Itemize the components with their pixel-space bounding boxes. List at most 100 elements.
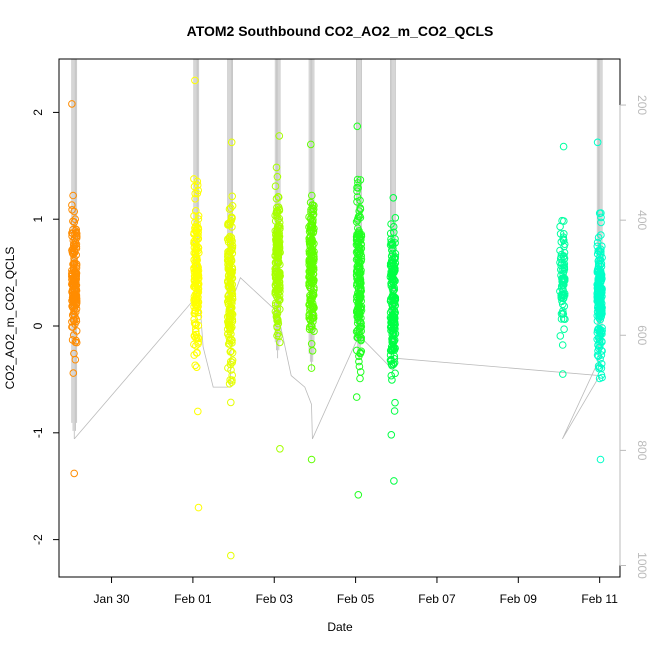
- data-point: [274, 289, 283, 298]
- data-point: [598, 338, 606, 346]
- data-point: [228, 356, 237, 365]
- x-tick-label: Feb 11: [581, 592, 618, 606]
- data-point: [68, 336, 77, 344]
- data-point: [272, 313, 281, 321]
- data-point: [308, 260, 317, 268]
- data-point: [192, 334, 201, 342]
- data-point: [306, 272, 314, 281]
- secondary-y-axis: 200 400 600 800 1000: [619, 95, 649, 579]
- data-points: [68, 76, 606, 560]
- data-point: [356, 262, 364, 271]
- data-point: [306, 306, 314, 315]
- data-point: [227, 347, 235, 356]
- data-point: [273, 316, 281, 325]
- data-point: [273, 203, 281, 212]
- data-point: [307, 340, 316, 348]
- data-point: [597, 248, 605, 256]
- data-point: [594, 233, 603, 242]
- data-point: [225, 308, 233, 316]
- data-point: [192, 330, 201, 339]
- data-point: [275, 132, 284, 140]
- data-point: [391, 235, 399, 243]
- data-point: [598, 309, 606, 318]
- data-point: [356, 349, 365, 358]
- data-point: [598, 242, 606, 250]
- x-tick-label: Feb 09: [500, 592, 538, 606]
- data-point: [388, 376, 396, 384]
- data-point: [228, 263, 236, 272]
- data-point: [391, 369, 399, 378]
- data-point: [275, 271, 283, 279]
- data-point: [194, 407, 202, 416]
- data-point: [226, 321, 234, 329]
- data-point: [389, 259, 397, 267]
- data-point: [69, 217, 77, 226]
- data-point: [272, 194, 281, 203]
- series-2: [190, 76, 203, 512]
- data-point: [390, 266, 399, 275]
- data-point: [305, 234, 314, 243]
- data-point: [354, 334, 362, 342]
- y2-tick-label: 600: [635, 325, 649, 345]
- data-point: [355, 362, 364, 371]
- data-point: [559, 315, 568, 323]
- data-point: [595, 324, 603, 333]
- altitude-line: [73, 276, 601, 440]
- data-point: [353, 187, 361, 195]
- data-point: [274, 249, 282, 258]
- altitude-trace: [73, 276, 601, 440]
- data-point: [308, 201, 317, 209]
- data-point: [70, 469, 78, 478]
- data-point: [352, 393, 361, 401]
- x-tick-label: Feb 03: [256, 592, 294, 606]
- data-point: [227, 551, 235, 560]
- data-point: [559, 236, 568, 245]
- y-tick-label: 0: [31, 322, 45, 329]
- data-point: [388, 277, 397, 286]
- data-point: [70, 248, 79, 257]
- data-point: [224, 364, 232, 372]
- data-point: [275, 332, 283, 341]
- data-point: [306, 293, 315, 301]
- data-point: [225, 380, 234, 388]
- data-point: [72, 315, 80, 324]
- data-point: [224, 219, 232, 228]
- data-point: [274, 193, 283, 201]
- data-point: [595, 363, 604, 372]
- data-point: [594, 265, 602, 274]
- data-point: [72, 271, 80, 279]
- data-point: [225, 333, 233, 341]
- series-1: [68, 100, 81, 478]
- data-point: [273, 240, 282, 248]
- data-point: [353, 238, 361, 246]
- data-point: [597, 360, 606, 368]
- data-point: [390, 336, 399, 344]
- x-axis: Jan 30 Feb 01 Feb 03 Feb 05 Feb 07 Feb 09 Feb …: [94, 576, 618, 606]
- data-point: [194, 503, 203, 512]
- data-point: [593, 138, 602, 147]
- data-point: [227, 256, 236, 264]
- data-point: [597, 213, 605, 222]
- chart-title: ATOM2 Southbound CO2_AO2_m_CO2_QCLS: [187, 23, 494, 39]
- data-point: [559, 233, 568, 241]
- data-point: [595, 281, 603, 290]
- data-point: [71, 355, 80, 364]
- series-4: [271, 132, 284, 453]
- x-axis-label: Date: [327, 620, 353, 634]
- data-point: [307, 264, 315, 273]
- data-point: [273, 211, 281, 219]
- data-point: [597, 270, 606, 279]
- data-point: [192, 284, 200, 293]
- data-point: [594, 257, 603, 265]
- data-point: [597, 347, 606, 355]
- data-point: [556, 222, 564, 231]
- data-point: [190, 319, 199, 327]
- data-point: [355, 309, 363, 318]
- data-point: [388, 294, 396, 302]
- data-point: [307, 140, 315, 149]
- x-tick-label: Feb 07: [418, 592, 456, 606]
- data-point: [307, 208, 315, 216]
- data-point: [307, 455, 316, 464]
- data-point: [309, 227, 318, 236]
